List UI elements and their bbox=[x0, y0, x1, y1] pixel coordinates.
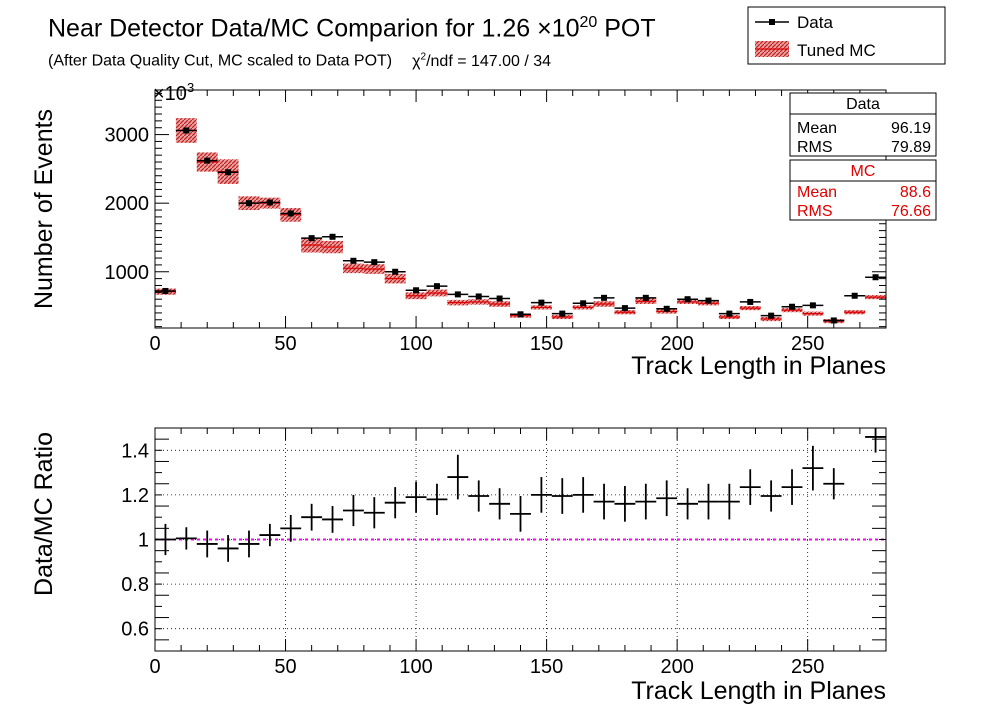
data-point bbox=[663, 305, 670, 312]
legend-data-marker bbox=[755, 19, 789, 25]
data-point bbox=[350, 257, 357, 264]
data-point bbox=[768, 312, 775, 319]
top-x-axis: 0 50 100 150 200 250 bbox=[149, 90, 887, 355]
data-point bbox=[225, 169, 232, 176]
stats-data-mean-label: Mean bbox=[797, 120, 837, 137]
data-point bbox=[496, 295, 503, 302]
ratio-panel: 0 50 100 150 200 250 0.6 0.8 1 1.2 1.4 Track Leng… bbox=[30, 427, 887, 705]
x-tick-label: 150 bbox=[530, 656, 563, 678]
data-point bbox=[204, 157, 211, 164]
stats-data-rms-value: 79.89 bbox=[891, 139, 931, 156]
x-tick-label: 50 bbox=[274, 656, 296, 678]
x-tick-label: 200 bbox=[660, 333, 693, 355]
ratio-points bbox=[155, 428, 886, 562]
stats-data-rms-label: RMS bbox=[797, 139, 833, 156]
data-point bbox=[601, 294, 608, 301]
ratio-x-axis: 0 50 100 150 200 250 bbox=[149, 428, 887, 678]
stats-mc-title: MC bbox=[851, 163, 876, 180]
data-point bbox=[162, 287, 169, 294]
ratio-y-axis: 0.6 0.8 1 1.2 1.4 bbox=[121, 427, 886, 652]
ratio-x-axis-title: Track Length in Planes bbox=[631, 677, 886, 705]
data-point bbox=[580, 300, 587, 307]
data-point bbox=[726, 310, 733, 317]
data-point bbox=[705, 297, 712, 304]
data-point bbox=[371, 259, 378, 266]
data-point bbox=[287, 210, 294, 217]
y-tick-label: 2000 bbox=[105, 193, 150, 215]
y-tick-label: 1.4 bbox=[121, 440, 149, 462]
data-point bbox=[851, 292, 858, 299]
top-x-axis-title: Track Length in Planes bbox=[631, 352, 886, 380]
stats-mc-rms-label: RMS bbox=[797, 203, 833, 220]
y-tick-label: 3000 bbox=[105, 125, 150, 147]
stats-mc-rms-value: 76.66 bbox=[891, 203, 931, 220]
x-tick-label: 100 bbox=[399, 656, 432, 678]
data-point bbox=[830, 317, 837, 324]
chart-subtitle: (After Data Quality Cut, MC scaled to Da… bbox=[48, 51, 552, 70]
x-tick-label: 0 bbox=[149, 656, 160, 678]
x-tick-label: 100 bbox=[399, 333, 432, 355]
data-point bbox=[245, 200, 252, 207]
data-point bbox=[475, 293, 482, 300]
legend: Data Tuned MC bbox=[747, 6, 946, 65]
x-tick-label: 250 bbox=[791, 333, 824, 355]
legend-data-label: Data bbox=[797, 13, 833, 32]
top-plot-frame bbox=[154, 89, 887, 329]
data-point bbox=[809, 302, 816, 309]
ratio-y-axis-title: Data/MC Ratio bbox=[30, 432, 58, 596]
x-tick-label: 250 bbox=[791, 656, 824, 678]
data-point bbox=[642, 294, 649, 301]
data-point bbox=[684, 296, 691, 303]
title-block: Near Detector Data/MC Comparion for 1.26… bbox=[48, 8, 656, 72]
data-point bbox=[433, 283, 440, 290]
data-points bbox=[155, 127, 886, 324]
data-point bbox=[329, 233, 336, 240]
y-tick-label: 1000 bbox=[105, 262, 150, 284]
data-point bbox=[517, 311, 524, 318]
x-tick-label: 50 bbox=[274, 333, 296, 355]
data-point bbox=[872, 274, 879, 281]
x-tick-label: 0 bbox=[149, 333, 160, 355]
y-tick-label: 1 bbox=[138, 530, 149, 552]
data-point bbox=[266, 199, 273, 206]
stats-box-mc: MC Mean 88.6 RMS 76.66 bbox=[789, 159, 937, 221]
data-point bbox=[413, 287, 420, 294]
stats-data-mean-value: 96.19 bbox=[891, 120, 931, 137]
top-y-exponent: ×103 bbox=[153, 80, 194, 105]
data-point bbox=[183, 127, 190, 134]
legend-mc-marker bbox=[755, 41, 789, 57]
legend-mc-label: Tuned MC bbox=[797, 41, 876, 60]
stats-box-data: Data Mean 96.19 RMS 79.89 bbox=[789, 92, 937, 157]
x-tick-label: 150 bbox=[530, 333, 563, 355]
chart-title: Near Detector Data/MC Comparion for 1.26… bbox=[48, 14, 656, 43]
data-point bbox=[392, 268, 399, 275]
data-point bbox=[538, 299, 545, 306]
x-tick-label: 200 bbox=[660, 656, 693, 678]
data-point bbox=[747, 298, 754, 305]
stats-data-title: Data bbox=[846, 96, 880, 113]
data-point bbox=[308, 235, 315, 242]
top-y-axis-title: Number of Events bbox=[30, 109, 58, 309]
data-point bbox=[454, 291, 461, 298]
stats-mc-mean-value: 88.6 bbox=[900, 184, 931, 201]
data-point bbox=[789, 303, 796, 310]
stats-mc-mean-label: Mean bbox=[797, 184, 837, 201]
top-panel: 0 50 100 150 200 250 1000 2000 3000 ×103 Track … bbox=[30, 80, 887, 380]
y-tick-label: 1.2 bbox=[121, 485, 149, 507]
top-y-axis: 1000 2000 3000 bbox=[105, 92, 886, 328]
mc-bands bbox=[155, 118, 886, 324]
y-tick-label: 0.8 bbox=[121, 574, 149, 596]
data-point bbox=[621, 305, 628, 312]
y-tick-label: 0.6 bbox=[121, 619, 149, 641]
data-point bbox=[559, 310, 566, 317]
